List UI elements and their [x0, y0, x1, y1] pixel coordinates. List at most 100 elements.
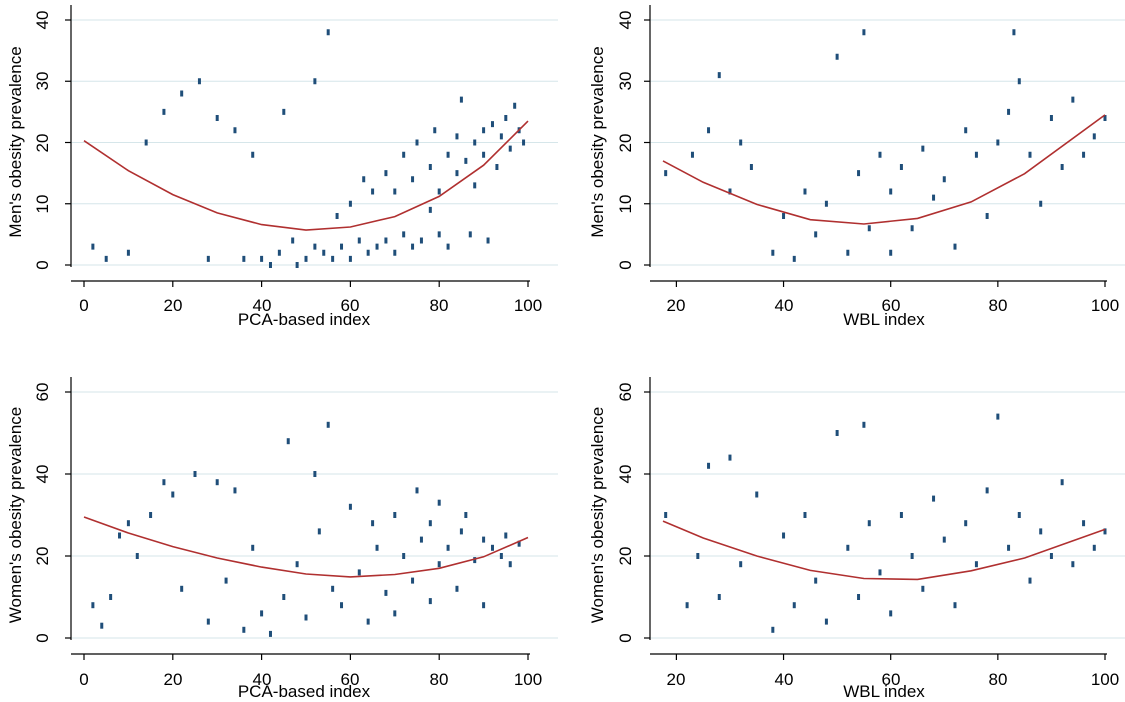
scatter-point — [835, 53, 839, 60]
scatter-point — [508, 561, 512, 568]
panel-men-wbl: 0 10 20 30 40 20 40 60 80 100 WBL index … — [588, 5, 1125, 329]
scatter-point — [499, 553, 503, 559]
scatter-point — [910, 553, 914, 559]
scatter-point — [1012, 29, 1016, 36]
scatter-point — [242, 255, 246, 262]
scatter-point — [857, 594, 861, 600]
scatter-point — [867, 225, 871, 232]
scatter-point — [242, 626, 246, 633]
scatter-point — [224, 577, 228, 584]
scatter-point — [490, 544, 494, 551]
scatter-point — [1103, 528, 1107, 535]
x-tick-label: 0 — [79, 296, 88, 315]
scatter-point — [1039, 200, 1043, 207]
scatter-point — [517, 540, 521, 547]
scatter-point — [1092, 133, 1096, 140]
scatter-point — [814, 231, 818, 238]
x-axis-title: WBL index — [843, 310, 925, 329]
scatter-point — [824, 200, 828, 207]
scatter-point — [513, 102, 517, 109]
scatter-point — [490, 121, 494, 128]
scatter-point — [942, 176, 946, 183]
fit-curve — [662, 114, 1106, 225]
scatter-point — [1082, 151, 1086, 158]
scatter-point — [428, 164, 432, 170]
scatter-point — [771, 626, 775, 633]
scatter-point — [446, 243, 450, 250]
scatter-point — [889, 249, 893, 256]
x-axis-title: PCA-based index — [238, 682, 371, 701]
scatter-point — [1028, 577, 1032, 584]
axes — [644, 5, 1107, 287]
scatter-point — [371, 188, 375, 195]
scatter-point — [375, 243, 379, 250]
x-tick-label: 60 — [882, 670, 901, 689]
scatter-point — [126, 249, 130, 256]
panel-women-wbl: 0 20 40 60 20 40 60 80 100 WBL index Wom… — [588, 377, 1125, 701]
scatter-point — [899, 512, 903, 518]
scatter-point — [180, 585, 184, 592]
scatter-point — [251, 544, 255, 551]
scatter-point — [932, 495, 936, 502]
scatter-point — [206, 618, 210, 625]
scatter-point — [455, 133, 459, 140]
scatter-point — [690, 151, 694, 158]
scatter-point — [233, 127, 237, 134]
scatter-point — [371, 520, 375, 527]
scatter-point — [402, 151, 406, 158]
scatter-point — [326, 421, 330, 428]
scatter-point — [867, 520, 871, 527]
gridlines — [650, 391, 1125, 639]
y-tick-labels: 0 10 20 30 40 — [33, 11, 52, 270]
y-tick-label: 0 — [616, 633, 635, 642]
scatter-point — [357, 237, 361, 244]
y-tick-label: 40 — [33, 465, 52, 484]
scatter-point — [411, 577, 415, 584]
scatter-points — [91, 29, 526, 268]
x-tick-label: 100 — [514, 670, 542, 689]
x-tick-label: 0 — [79, 670, 88, 689]
x-tick-labels: 0 20 40 60 80 100 — [79, 670, 542, 689]
scatter-point — [415, 487, 419, 494]
gridlines — [71, 19, 558, 266]
scatter-point — [696, 553, 700, 559]
x-tick-label: 100 — [514, 296, 542, 315]
scatter-point — [393, 249, 397, 256]
scatter-point — [889, 188, 893, 195]
scatter-point — [348, 200, 352, 207]
scatter-point — [277, 249, 281, 256]
scatter-point — [393, 610, 397, 617]
x-tick-label: 100 — [1091, 296, 1119, 315]
scatter-points — [664, 413, 1107, 633]
scatter-points — [664, 29, 1107, 262]
x-tick-label: 60 — [341, 296, 360, 315]
scatter-point — [104, 255, 108, 262]
y-tick-label: 20 — [33, 547, 52, 566]
scatter-point — [728, 454, 732, 461]
scatter-point — [974, 561, 978, 568]
scatter-point — [455, 170, 459, 177]
scatter-point — [803, 188, 807, 195]
scatter-point — [862, 29, 866, 36]
scatter-point — [171, 491, 175, 498]
scatter-point — [1060, 479, 1064, 486]
scatter-point — [295, 262, 299, 268]
scatter-point — [953, 602, 957, 609]
y-tick-label: 10 — [616, 195, 635, 214]
scatter-point — [366, 249, 370, 256]
scatter-point — [953, 243, 957, 250]
scatter-point — [739, 561, 743, 568]
scatter-point — [1039, 528, 1043, 535]
scatter-point — [251, 151, 255, 158]
fit-line — [662, 520, 1106, 581]
scatter-point — [964, 520, 968, 527]
x-tick-labels: 0 20 40 60 80 100 — [79, 296, 542, 315]
scatter-point — [317, 528, 321, 535]
scatter-point — [268, 630, 272, 637]
scatter-point — [1071, 96, 1075, 103]
y-axis-title: Men's obesity prevalence — [6, 46, 25, 237]
scatter-point — [504, 532, 508, 539]
scatter-point — [384, 589, 388, 596]
scatter-point — [362, 176, 366, 183]
scatter-point — [486, 237, 490, 244]
